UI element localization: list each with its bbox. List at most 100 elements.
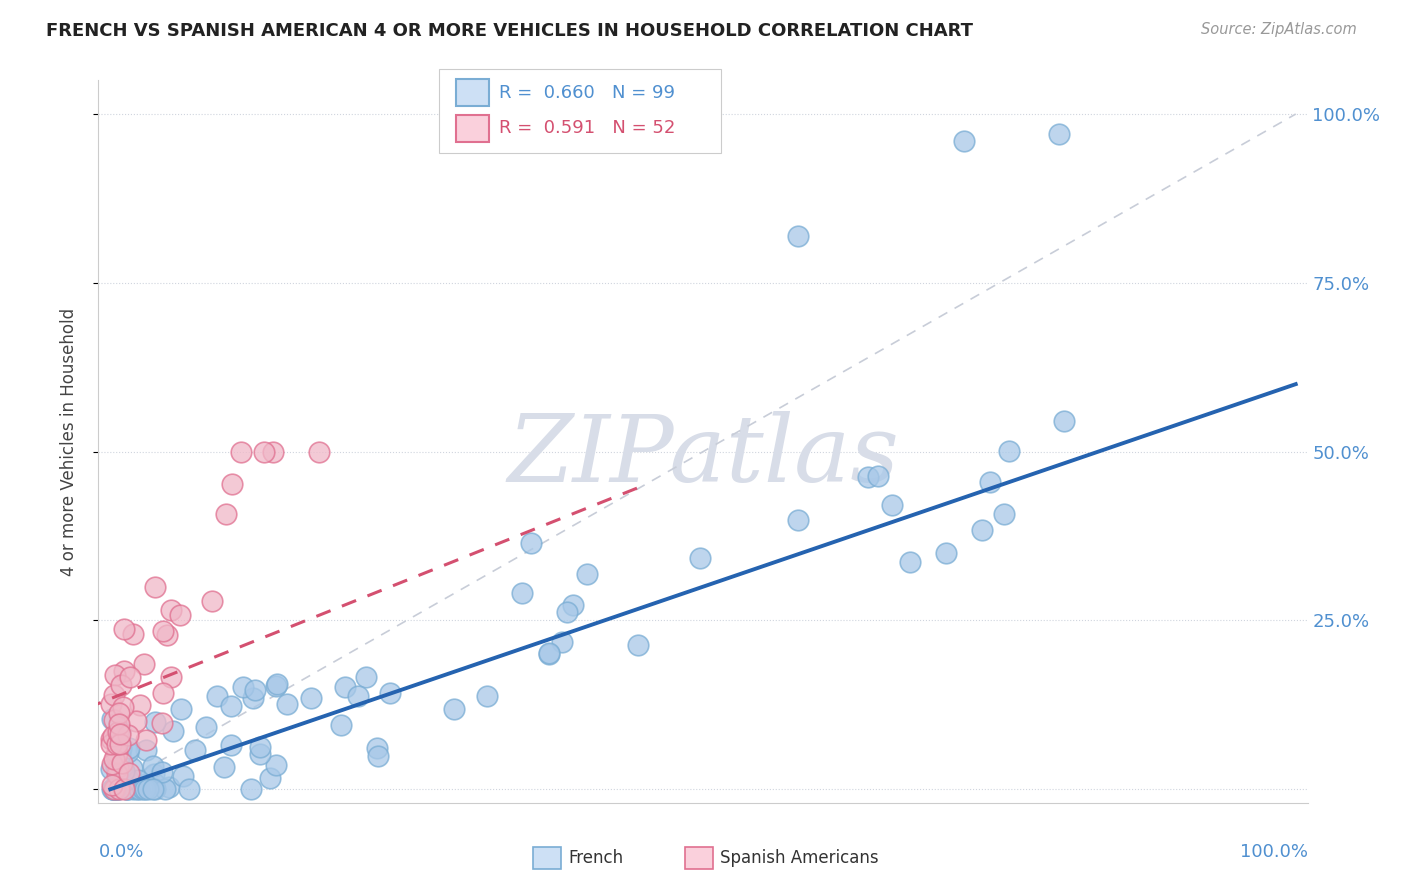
Point (510, 586, 533, 600)
Y-axis label: 4 or more Vehicles in Household: 4 or more Vehicles in Household (59, 308, 77, 575)
Point (229, 444, 252, 458)
Point (117, 766, 139, 780)
Point (104, 782, 127, 797)
Point (104, 729, 127, 743)
Point (266, 677, 288, 691)
Point (152, 686, 174, 700)
Point (127, 772, 149, 787)
Point (132, 657, 155, 672)
Point (142, 766, 165, 780)
Point (245, 683, 267, 698)
Text: Source: ZipAtlas.com: Source: ZipAtlas.com (1201, 22, 1357, 37)
Point (169, 608, 191, 623)
Point (103, 713, 125, 727)
Point (215, 507, 238, 521)
Point (108, 706, 131, 720)
Point (537, 646, 560, 660)
Point (104, 668, 127, 682)
Point (786, 228, 808, 243)
Text: R =  0.591   N = 52: R = 0.591 N = 52 (499, 120, 675, 137)
Point (993, 507, 1015, 521)
Point (627, 638, 650, 652)
Point (143, 715, 166, 730)
Point (110, 765, 132, 780)
Point (219, 698, 242, 713)
Point (970, 523, 993, 537)
Point (104, 782, 127, 797)
Point (153, 782, 176, 797)
Point (477, 689, 499, 703)
Point (101, 729, 124, 743)
Point (117, 745, 139, 759)
Point (259, 771, 281, 785)
Point (101, 756, 124, 771)
Point (107, 782, 129, 797)
Point (101, 782, 124, 797)
Point (112, 665, 135, 679)
Text: 100.0%: 100.0% (1240, 843, 1308, 861)
Point (121, 782, 143, 797)
Point (118, 669, 141, 683)
Point (201, 594, 224, 608)
Point (575, 566, 598, 581)
Point (105, 746, 128, 760)
Point (1053, 414, 1076, 428)
Point (101, 782, 124, 797)
Text: FRENCH VS SPANISH AMERICAN 4 OR MORE VEHICLES IN HOUSEHOLD CORRELATION CHART: FRENCH VS SPANISH AMERICAN 4 OR MORE VEH… (46, 22, 973, 40)
Point (212, 760, 235, 774)
Point (177, 782, 200, 797)
Point (347, 689, 370, 703)
Point (108, 727, 131, 741)
Point (114, 764, 136, 778)
Point (142, 782, 165, 797)
Point (276, 697, 298, 711)
Point (107, 782, 129, 797)
Point (134, 777, 156, 791)
Point (219, 738, 242, 752)
Point (135, 732, 157, 747)
Point (935, 546, 957, 560)
Point (520, 535, 543, 549)
Point (264, 758, 287, 772)
Point (101, 713, 124, 727)
Point (108, 737, 131, 751)
Point (108, 717, 131, 731)
Point (880, 498, 903, 512)
Point (335, 680, 357, 694)
Point (110, 678, 132, 692)
Point (110, 760, 132, 774)
Point (366, 740, 388, 755)
Point (998, 443, 1021, 458)
Point (101, 782, 124, 797)
Point (111, 699, 134, 714)
Point (262, 444, 284, 458)
Point (172, 769, 194, 783)
Point (100, 762, 122, 776)
Point (100, 737, 122, 751)
Point (232, 680, 254, 694)
Point (118, 740, 141, 755)
Point (117, 772, 139, 787)
Point (142, 759, 165, 773)
Point (101, 778, 124, 792)
Point (856, 469, 879, 483)
Point (538, 647, 561, 661)
Point (100, 697, 122, 711)
Point (121, 761, 143, 775)
Point (115, 782, 138, 797)
Point (112, 622, 135, 636)
Point (689, 550, 711, 565)
Point (105, 782, 128, 797)
Point (105, 748, 128, 763)
Point (107, 759, 129, 773)
Point (110, 741, 132, 756)
Point (159, 670, 181, 684)
Point (136, 782, 159, 797)
Point (330, 718, 353, 732)
Point (105, 738, 128, 752)
Point (866, 468, 889, 483)
Text: ZIPatlas: ZIPatlas (508, 411, 898, 501)
Point (354, 670, 377, 684)
Point (1047, 128, 1070, 142)
Point (184, 743, 207, 757)
